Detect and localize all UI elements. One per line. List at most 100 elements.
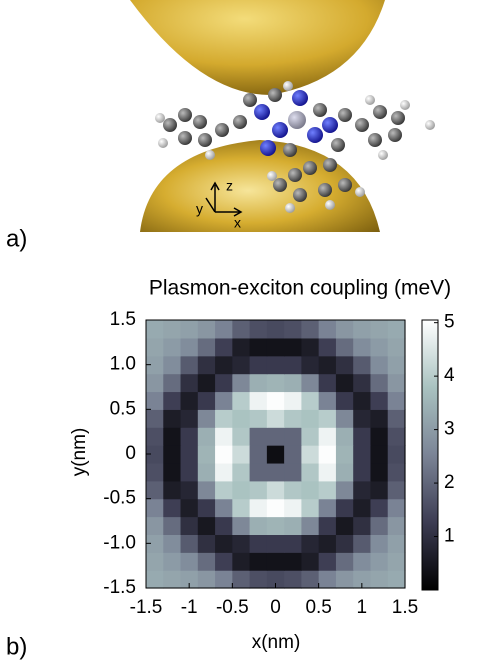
heat-cell (232, 374, 250, 392)
heat-cell (198, 570, 216, 588)
heat-cell (370, 391, 388, 409)
heat-cell (301, 499, 319, 517)
heat-cell (146, 463, 164, 481)
heat-cell (215, 552, 233, 570)
heat-cell (198, 320, 216, 338)
x-tick-label: 0.5 (305, 597, 331, 618)
heat-cell (232, 409, 250, 427)
colorbar-tick-label: 1 (444, 526, 455, 547)
y-tick-label: -1.5 (103, 577, 136, 598)
heat-cell (198, 499, 216, 517)
axis-glyph-label: x (234, 215, 241, 231)
heat-cell (198, 445, 216, 463)
heat-cell (301, 534, 319, 552)
x-tick-label: 1 (357, 597, 368, 618)
heat-cell (250, 391, 268, 409)
heat-cell (215, 534, 233, 552)
heat-cell (388, 499, 406, 517)
heat-cell (181, 499, 199, 517)
heat-cell (301, 409, 319, 427)
heat-cell (163, 481, 181, 499)
heat-cell (232, 427, 250, 445)
heat-cell (146, 570, 164, 588)
heat-cell (181, 391, 199, 409)
heat-cell (319, 499, 337, 517)
y-tick-label: 1.0 (110, 354, 136, 375)
heat-cell (250, 534, 268, 552)
heat-cell (370, 445, 388, 463)
heat-cell (198, 517, 216, 535)
chart-title: Plasmon-exciton coupling (meV) (149, 277, 451, 300)
heat-cell (353, 445, 371, 463)
heat-cell (319, 552, 337, 570)
heat-cell (284, 391, 302, 409)
heat-cell (370, 409, 388, 427)
heat-cell (267, 552, 285, 570)
heat-cell (370, 374, 388, 392)
heat-cell (388, 409, 406, 427)
heat-cell (336, 534, 354, 552)
heat-cell (215, 481, 233, 499)
heat-cell (370, 499, 388, 517)
heat-cell (146, 517, 164, 535)
heat-cell (267, 463, 285, 481)
y-tick-label: 0 (125, 443, 136, 464)
colorbar-tick-label: 2 (444, 472, 455, 493)
heat-cell (319, 463, 337, 481)
heat-cell (146, 552, 164, 570)
axis-glyph-label: y (196, 201, 203, 217)
heat-cell (146, 374, 164, 392)
heat-cell (336, 356, 354, 374)
panel-label: b) (6, 633, 27, 660)
heat-cell (163, 320, 181, 338)
heat-cell (215, 445, 233, 463)
heat-cell (146, 338, 164, 356)
heat-cell (163, 552, 181, 570)
heat-cell (284, 570, 302, 588)
heat-cell (336, 427, 354, 445)
x-axis-label: x(nm) (252, 632, 301, 653)
heat-cell (301, 391, 319, 409)
heat-cell (301, 338, 319, 356)
tip-top (130, 0, 385, 95)
heat-cell (146, 481, 164, 499)
heat-cell (215, 427, 233, 445)
heat-cell (215, 517, 233, 535)
heat-cell (267, 481, 285, 499)
axis-glyph-label: z (226, 178, 233, 194)
heat-cell (284, 427, 302, 445)
heat-cell (198, 374, 216, 392)
heat-cell (250, 409, 268, 427)
heat-cell (267, 320, 285, 338)
heat-cell (181, 445, 199, 463)
heat-cell (284, 409, 302, 427)
figure: z y x a) b) Plasmon-exciton coupling (me… (0, 0, 497, 662)
heat-cell (301, 445, 319, 463)
heat-cell (370, 338, 388, 356)
x-tick-label: 1.5 (392, 597, 418, 618)
heat-cell (163, 338, 181, 356)
y-tick-label: 1.5 (110, 309, 136, 330)
y-tick-label: -1.0 (103, 532, 136, 553)
heat-cell (370, 517, 388, 535)
heat-cell (250, 427, 268, 445)
heat-cell (319, 356, 337, 374)
heat-cell (284, 534, 302, 552)
heat-cell (319, 517, 337, 535)
heat-cell (388, 570, 406, 588)
heat-cell (215, 320, 233, 338)
heat-cell (250, 374, 268, 392)
heat-cell (370, 534, 388, 552)
heat-cell (267, 409, 285, 427)
heat-cell (267, 338, 285, 356)
heat-cell (370, 481, 388, 499)
x-tick-label: -1 (181, 597, 198, 618)
heat-cell (301, 552, 319, 570)
heat-cell (353, 409, 371, 427)
heat-cell (250, 338, 268, 356)
heat-cell (388, 338, 406, 356)
heat-cell (284, 481, 302, 499)
heat-cell (284, 445, 302, 463)
heat-cell (250, 570, 268, 588)
heat-cell (301, 320, 319, 338)
